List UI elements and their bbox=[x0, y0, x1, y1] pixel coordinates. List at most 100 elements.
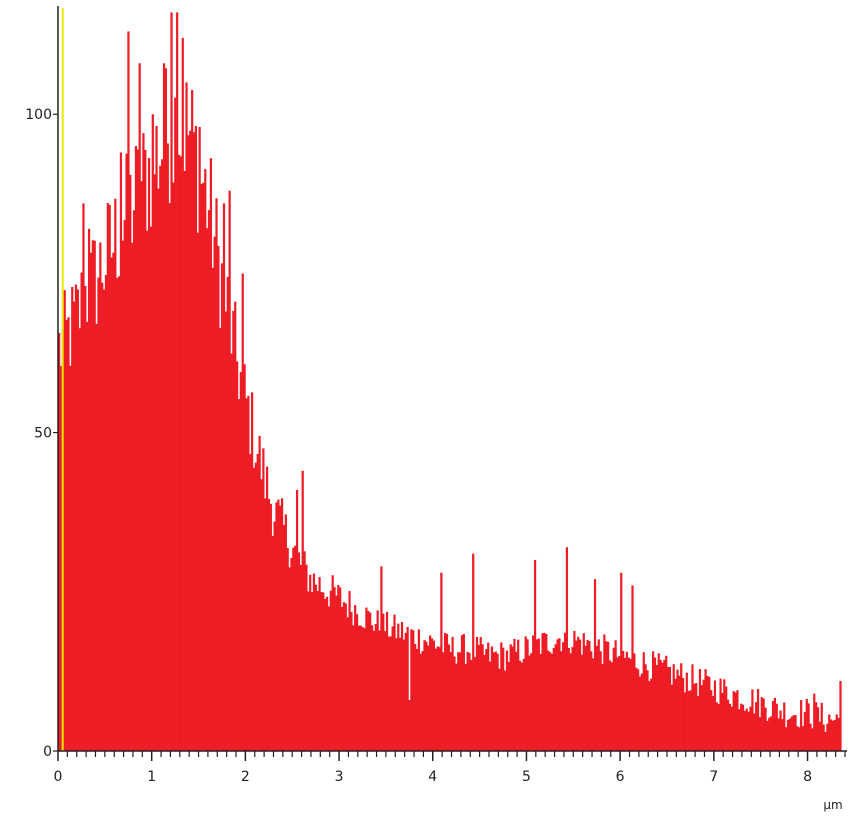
x-ticks: 0 1 2 3 4 5 6 7 8 bbox=[54, 751, 846, 785]
histogram-bar bbox=[582, 633, 585, 751]
histogram-bar bbox=[228, 190, 231, 751]
histogram-bar bbox=[194, 125, 198, 751]
histogram-bar bbox=[277, 499, 280, 751]
histogram-bar bbox=[614, 640, 617, 751]
histogram-bar bbox=[743, 710, 747, 751]
histogram-bar bbox=[359, 625, 362, 751]
histogram-bar bbox=[282, 524, 286, 751]
histogram-bar bbox=[460, 635, 464, 751]
histogram-bar bbox=[803, 712, 806, 751]
histogram-bar bbox=[89, 252, 93, 751]
histogram-bar bbox=[569, 653, 572, 751]
histogram-bar bbox=[723, 679, 726, 751]
histogram-bar bbox=[221, 263, 224, 751]
histogram-bar bbox=[444, 633, 447, 751]
histogram-bar bbox=[382, 613, 385, 751]
histogram-bar bbox=[642, 652, 645, 751]
histogram-bar bbox=[151, 114, 154, 751]
histogram-bar bbox=[423, 640, 426, 751]
histogram-bar bbox=[520, 662, 524, 751]
histogram-bar bbox=[385, 611, 389, 751]
histogram-bar bbox=[473, 657, 477, 751]
histogram-bar bbox=[309, 574, 312, 751]
histogram-bar bbox=[258, 435, 261, 751]
histogram-bar bbox=[502, 647, 505, 751]
histogram-bar bbox=[483, 654, 486, 751]
histogram-bar bbox=[586, 639, 589, 751]
histogram-bar bbox=[78, 328, 81, 751]
histogram-bar bbox=[693, 683, 696, 751]
histogram-bar bbox=[592, 658, 595, 751]
histogram-bar bbox=[440, 572, 443, 751]
histogram-bar bbox=[657, 653, 660, 751]
histogram-bar bbox=[837, 718, 840, 751]
histogram-bar bbox=[252, 467, 256, 751]
histogram-bar bbox=[685, 672, 688, 751]
histogram-bar bbox=[74, 284, 78, 751]
histogram-bar bbox=[753, 713, 756, 751]
histogram-bar bbox=[183, 170, 186, 752]
histogram-bar bbox=[331, 575, 334, 751]
histogram-bar bbox=[455, 663, 458, 751]
histogram-bar bbox=[144, 149, 147, 751]
histogram-bar bbox=[824, 731, 827, 751]
histogram-bar bbox=[809, 723, 812, 751]
histogram-bar bbox=[192, 132, 196, 752]
histogram-bar bbox=[695, 683, 698, 751]
histogram-bar bbox=[204, 169, 207, 751]
y-axis: 0 50 100 bbox=[25, 6, 59, 760]
histogram-bar bbox=[370, 625, 374, 751]
histogram-bar bbox=[393, 614, 396, 751]
histogram-bar bbox=[202, 182, 205, 751]
histogram-bar bbox=[153, 174, 156, 751]
histogram-bar bbox=[805, 698, 808, 751]
histogram-bar bbox=[696, 696, 700, 751]
histogram-bar bbox=[563, 632, 567, 751]
histogram-bar bbox=[389, 636, 392, 751]
y-tick-label: 50 bbox=[34, 426, 52, 442]
histogram-bar bbox=[425, 641, 428, 751]
histogram-bar bbox=[119, 152, 123, 751]
histogram-bar bbox=[680, 663, 683, 751]
histogram-bar bbox=[815, 702, 818, 751]
histogram-bar bbox=[631, 585, 634, 751]
histogram-bar bbox=[177, 154, 181, 751]
histogram-bar bbox=[790, 716, 793, 751]
histogram-bar bbox=[659, 659, 662, 751]
histogram-bar bbox=[127, 31, 130, 752]
histogram-bar bbox=[537, 638, 540, 751]
histogram-bar bbox=[397, 623, 400, 751]
histogram-bar bbox=[597, 639, 600, 751]
histogram-bar bbox=[800, 700, 803, 751]
histogram-bar bbox=[500, 642, 503, 751]
histogram-bar bbox=[445, 633, 449, 751]
histogram-bar bbox=[665, 655, 668, 751]
histogram-bar bbox=[108, 204, 111, 751]
histogram-bar bbox=[595, 645, 598, 751]
y-tick-label: 100 bbox=[25, 107, 52, 123]
x-tick-label: 0 bbox=[54, 769, 63, 785]
histogram-bar bbox=[725, 686, 728, 751]
histogram-bar bbox=[457, 652, 460, 751]
histogram-bar bbox=[717, 704, 720, 751]
histogram-bar bbox=[485, 649, 488, 751]
histogram-bar bbox=[554, 644, 557, 751]
histogram-bar bbox=[247, 395, 250, 751]
histogram-bar bbox=[775, 703, 778, 751]
histogram-bar bbox=[689, 690, 692, 751]
histogram-bar bbox=[670, 684, 673, 751]
histogram-bar bbox=[286, 547, 289, 751]
histogram-bar bbox=[530, 653, 533, 751]
histogram-bar bbox=[294, 545, 297, 751]
histogram-bar bbox=[114, 198, 117, 751]
histogram-bar bbox=[198, 126, 201, 752]
histogram-bar bbox=[562, 642, 565, 751]
histogram-bar bbox=[839, 680, 842, 751]
histogram-bar bbox=[187, 135, 190, 751]
histogram-bar bbox=[174, 97, 177, 751]
histogram-bar bbox=[785, 727, 788, 751]
histogram-bar bbox=[666, 667, 670, 751]
histogram-bar bbox=[755, 702, 758, 751]
histogram-bar bbox=[468, 653, 471, 751]
histogram-bar bbox=[290, 557, 293, 751]
